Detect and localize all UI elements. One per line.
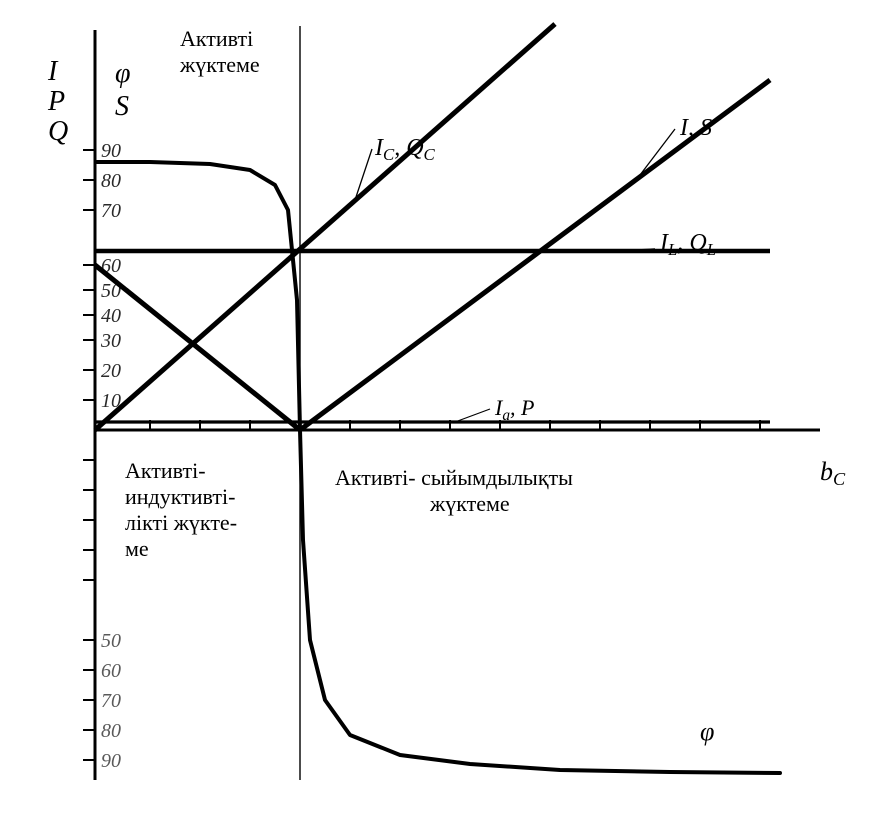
svg-text:Активті- сыйымдылықты: Активті- сыйымдылықты xyxy=(335,465,573,490)
svg-text:P: P xyxy=(47,86,65,117)
svg-text:S: S xyxy=(115,91,129,122)
svg-text:70: 70 xyxy=(101,690,121,712)
svg-text:80: 80 xyxy=(101,170,121,192)
svg-text:φ: φ xyxy=(115,58,131,89)
svg-text:I: I xyxy=(47,56,59,87)
svg-text:Активті: Активті xyxy=(180,26,253,51)
svg-text:жүктеме: жүктеме xyxy=(179,52,260,77)
svg-text:40: 40 xyxy=(101,305,121,327)
svg-text:60: 60 xyxy=(101,660,121,682)
svg-text:90: 90 xyxy=(101,140,121,162)
power-phase-chart: 1020304050607080905060708090IPQφSbCАктив… xyxy=(0,0,869,814)
svg-text:жүктеме: жүктеме xyxy=(429,491,510,516)
svg-text:70: 70 xyxy=(101,200,121,222)
svg-text:Ia, P: Ia, P xyxy=(494,395,534,424)
svg-text:Q: Q xyxy=(48,116,68,147)
svg-text:80: 80 xyxy=(101,720,121,742)
svg-text:20: 20 xyxy=(101,360,121,382)
svg-text:50: 50 xyxy=(101,630,121,652)
svg-text:ме: ме xyxy=(125,536,149,561)
svg-text:φ: φ xyxy=(700,717,714,746)
svg-text:Активті-: Активті- xyxy=(125,458,206,483)
svg-text:30: 30 xyxy=(100,330,121,352)
svg-text:I, S: I, S xyxy=(679,115,712,141)
svg-text:индуктивті-: индуктивті- xyxy=(125,484,235,509)
svg-text:лікті жүкте-: лікті жүкте- xyxy=(125,510,237,535)
svg-text:90: 90 xyxy=(101,750,121,772)
